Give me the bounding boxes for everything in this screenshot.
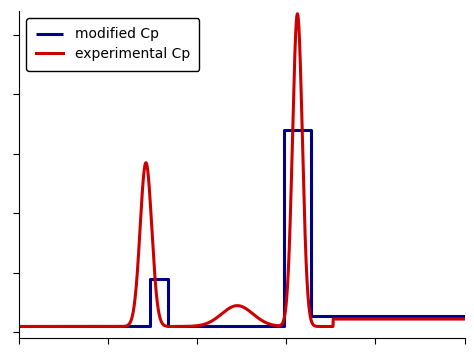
modified Cp bbox=[147, 324, 153, 329]
experimental Cp bbox=[67, 324, 73, 329]
experimental Cp bbox=[294, 12, 300, 16]
experimental Cp bbox=[462, 317, 467, 321]
Legend: modified Cp, experimental Cp: modified Cp, experimental Cp bbox=[26, 18, 200, 71]
modified Cp bbox=[308, 128, 314, 132]
modified Cp bbox=[165, 277, 171, 281]
modified Cp bbox=[165, 324, 171, 329]
experimental Cp bbox=[453, 317, 459, 321]
modified Cp bbox=[281, 324, 287, 329]
modified Cp bbox=[281, 128, 287, 132]
modified Cp bbox=[281, 324, 287, 329]
experimental Cp bbox=[93, 324, 99, 329]
experimental Cp bbox=[206, 320, 212, 325]
modified Cp bbox=[165, 277, 171, 281]
modified Cp bbox=[147, 277, 153, 281]
experimental Cp bbox=[16, 324, 22, 329]
modified Cp bbox=[281, 128, 287, 132]
modified Cp bbox=[308, 314, 314, 318]
Line: modified Cp: modified Cp bbox=[19, 130, 465, 327]
modified Cp bbox=[462, 314, 467, 318]
modified Cp bbox=[16, 324, 22, 329]
modified Cp bbox=[308, 128, 314, 132]
experimental Cp bbox=[187, 324, 192, 328]
experimental Cp bbox=[405, 317, 411, 321]
modified Cp bbox=[308, 314, 314, 318]
modified Cp bbox=[165, 324, 171, 329]
modified Cp bbox=[147, 324, 153, 329]
modified Cp bbox=[147, 277, 153, 281]
Line: experimental Cp: experimental Cp bbox=[19, 14, 465, 327]
